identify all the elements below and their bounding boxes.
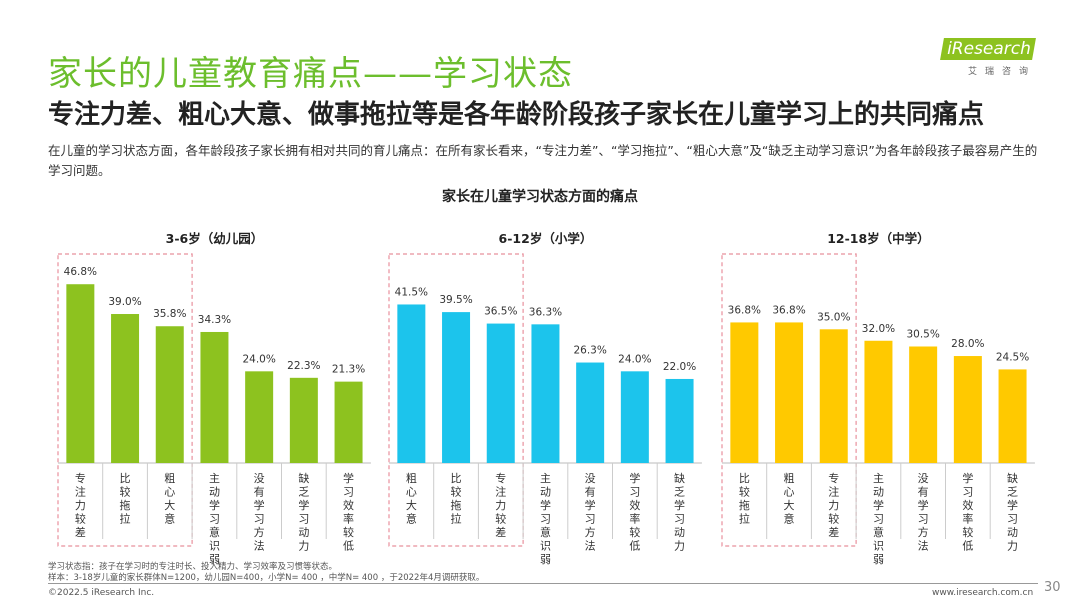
bar [200, 331, 229, 463]
page-description: 在儿童的学习状态方面，各年龄段孩子家长拥有相对共同的育儿痛点：在所有家长看来，“… [48, 143, 1038, 178]
bar [397, 304, 426, 463]
category-label: 缺乏学习动力 [674, 471, 685, 553]
category-label: 学习效率较低 [629, 471, 640, 553]
iresearch-logo: iResearch 艾瑞咨询 [940, 34, 1040, 84]
category-label: 粗心大意 [164, 472, 175, 526]
category-label: 学习效率较低 [962, 471, 973, 553]
footer-divider [48, 583, 1038, 584]
bar [953, 356, 982, 463]
category-label: 比较拖拉 [451, 472, 462, 526]
category-label: 专注力较差 [75, 471, 86, 539]
bar [665, 378, 694, 463]
bar [111, 314, 140, 463]
bar [66, 284, 95, 463]
highlight-box [721, 253, 857, 547]
copyright: ©2022.5 iResearch Inc. [48, 588, 155, 598]
page-number: 30 [1044, 580, 1061, 595]
data-label: 24.0% [242, 353, 275, 365]
chart-title: 家长在儿童学习状态方面的痛点 [442, 189, 638, 205]
bar [909, 346, 938, 463]
group-title: 3-6岁（幼儿园） [166, 231, 264, 246]
group-title: 6-12岁（小学） [499, 231, 593, 246]
category-label: 比较拖拉 [120, 472, 131, 526]
bar [289, 377, 318, 463]
data-label: 36.3% [529, 306, 562, 318]
bar [245, 371, 274, 463]
bar [730, 322, 759, 463]
bar [155, 326, 184, 463]
data-label: 32.0% [862, 323, 895, 335]
data-label: 36.8% [728, 304, 761, 316]
category-label: 学习效率较低 [343, 471, 354, 553]
page-title: 家长的儿童教育痛点——学习状态 [48, 54, 573, 94]
data-label: 35.8% [153, 308, 186, 320]
group-title: 12-18岁（中学） [827, 231, 929, 246]
highlight-box [388, 253, 524, 547]
bar [819, 329, 848, 463]
bar [998, 369, 1027, 463]
category-label: 粗心大意 [406, 472, 417, 526]
footnote-sample: 样本：3-18岁儿童的家长群体N=1200，幼儿园N=400，小学N= 400 … [48, 573, 485, 583]
data-label: 36.8% [772, 304, 805, 316]
category-label: 主动学习意识弱 [540, 472, 551, 566]
bar [486, 323, 515, 463]
data-label: 24.5% [996, 351, 1029, 363]
data-label: 30.5% [906, 328, 939, 340]
data-label: 39.5% [439, 294, 472, 306]
bar [775, 322, 804, 463]
bar [334, 381, 363, 463]
data-label: 26.3% [573, 345, 606, 357]
data-label: 36.5% [484, 306, 517, 318]
page-subtitle: 专注力差、粗心大意、做事拖拉等是各年龄阶段孩子家长在儿童学习上的共同痛点 [48, 100, 985, 130]
data-label: 28.0% [951, 338, 984, 350]
logo-subtext: 艾瑞咨询 [967, 67, 1036, 77]
category-label: 比较拖拉 [739, 472, 750, 526]
data-label: 22.0% [663, 361, 696, 373]
bar [531, 324, 560, 463]
data-label: 34.3% [198, 314, 231, 326]
bar [620, 371, 649, 463]
category-label: 缺乏学习动力 [298, 471, 309, 553]
data-label: 24.0% [618, 353, 651, 365]
category-label: 缺乏学习动力 [1007, 471, 1018, 553]
footnote-definition: 学习状态指：孩子在学习时的专注时长、投入精力、学习效率及习惯等状态。 [48, 562, 338, 572]
data-label: 21.3% [332, 364, 365, 376]
category-label: 没有学习方法 [254, 472, 265, 553]
data-label: 39.0% [108, 296, 141, 308]
category-label: 主动学习意识弱 [209, 472, 220, 566]
category-label: 专注力较差 [495, 471, 506, 539]
website: www.iresearch.com.cn [932, 588, 1034, 598]
bar [864, 340, 893, 463]
category-label: 没有学习方法 [918, 472, 929, 553]
data-label: 22.3% [287, 360, 320, 372]
data-label: 35.0% [817, 311, 850, 323]
logo-text: iResearch [947, 39, 1031, 59]
category-label: 专注力较差 [828, 471, 839, 539]
highlight-box [57, 253, 193, 547]
bar [442, 312, 471, 463]
data-label: 41.5% [395, 286, 428, 298]
category-label: 粗心大意 [784, 472, 795, 526]
data-label: 46.8% [64, 266, 97, 278]
category-label: 主动学习意识弱 [873, 472, 884, 566]
bar [576, 362, 605, 463]
category-label: 没有学习方法 [585, 472, 596, 553]
